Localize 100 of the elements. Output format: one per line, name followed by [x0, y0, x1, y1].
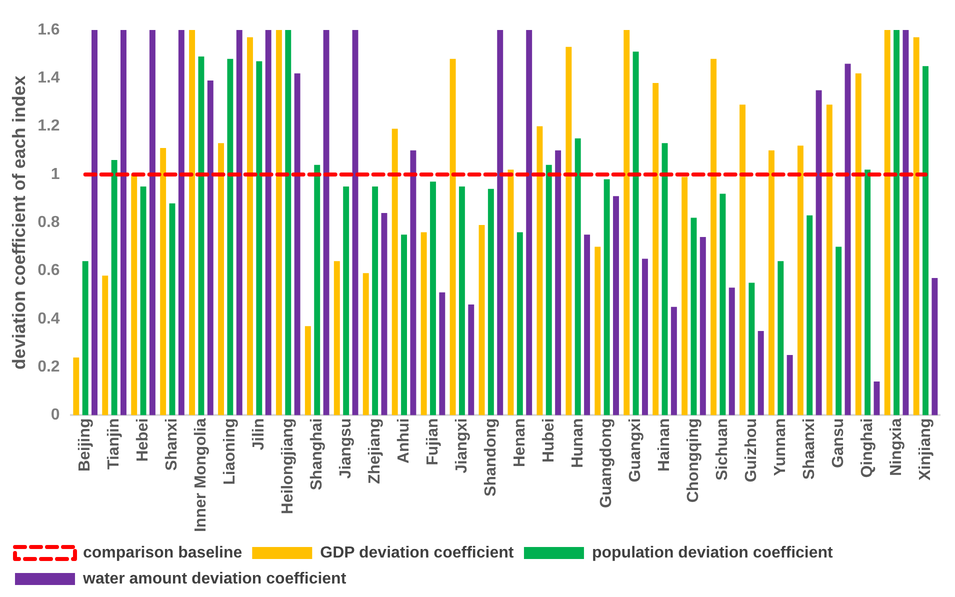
bar: [372, 186, 378, 416]
bar: [149, 30, 156, 416]
bar: [758, 330, 764, 416]
bar: [632, 52, 639, 416]
x-tick-label: Hunan: [569, 418, 586, 468]
bar: [410, 150, 416, 416]
bar: [323, 30, 330, 416]
bar: [642, 258, 648, 416]
bar: [294, 73, 300, 416]
bar: [352, 30, 358, 416]
bar: [334, 261, 340, 416]
bar: [740, 104, 746, 416]
bar: [516, 232, 523, 416]
bar: [682, 176, 688, 416]
bar: [497, 30, 504, 416]
bar: [816, 90, 822, 416]
bar: [874, 382, 880, 416]
bar: [488, 188, 494, 416]
bar: [844, 64, 851, 416]
x-tick-label: Jiangxi: [453, 418, 470, 474]
y-tick-label: 0.6: [38, 262, 60, 280]
bar: [256, 61, 262, 416]
bar: [913, 37, 920, 416]
x-tick-label: Heilongjiang: [280, 418, 297, 514]
x-tick-label: Shandong: [482, 418, 500, 496]
bar: [392, 128, 398, 416]
x-tick-label: Inner Mongolia: [192, 418, 210, 532]
bar: [218, 143, 224, 416]
bar: [401, 234, 407, 416]
bar: [768, 150, 774, 416]
bar: [120, 30, 126, 416]
x-tick-label: Shanxi: [164, 418, 181, 471]
bar: [314, 164, 320, 416]
x-tick-label: Shaanxi: [801, 418, 818, 480]
bar: [652, 82, 659, 416]
x-tick-label: Tianjin: [106, 418, 123, 470]
bar: [555, 150, 562, 416]
bar: [700, 237, 706, 416]
bar: [884, 30, 890, 416]
legend-label: GDP deviation coefficient: [320, 544, 514, 562]
y-tick-label: 0.2: [38, 358, 60, 376]
x-tick-label: Sichuan: [714, 418, 732, 480]
bar: [82, 261, 88, 416]
y-tick-label: 0.4: [38, 310, 60, 328]
x-tick-label: Shanghai: [308, 418, 326, 490]
bar: [922, 66, 928, 416]
x-tick-label: Fujian: [424, 418, 442, 466]
bar: [526, 30, 532, 416]
bar: [710, 58, 717, 416]
bar: [613, 196, 619, 416]
x-tick-label: Gansu: [830, 418, 848, 468]
legend-label: comparison baseline: [83, 544, 242, 562]
bar: [574, 138, 581, 416]
x-tick-label: Beijing: [76, 418, 94, 472]
bar: [343, 186, 350, 416]
bar: [624, 30, 630, 416]
x-tick-label: Ningxia: [888, 418, 905, 476]
bar: [662, 143, 668, 416]
x-tick-label: Guizhou: [743, 418, 760, 482]
x-tick-label: Hubei: [540, 418, 558, 463]
bar: [836, 246, 842, 416]
x-tick-label: Qinghai: [858, 418, 876, 478]
x-tick-label: Zhejiang: [366, 418, 384, 484]
bar: [160, 148, 166, 416]
bar: [362, 273, 369, 416]
bar: [207, 80, 214, 416]
bar: [748, 282, 755, 416]
bar: [894, 30, 900, 416]
x-tick-label: Jilin: [250, 418, 268, 450]
bar: [92, 30, 98, 416]
x-tick-label: Chongqing: [685, 418, 702, 503]
x-tick-label: Xinjiang: [916, 418, 934, 480]
bar: [864, 170, 871, 416]
x-tick-label: Hebei: [134, 418, 152, 462]
bar: [450, 58, 456, 416]
y-tick-label: 0: [50, 406, 60, 424]
bar: [198, 56, 204, 416]
x-tick-label: Guangdong: [598, 418, 616, 508]
x-tick-label: Yunnan: [772, 418, 790, 476]
bar: [902, 30, 909, 416]
bar: [276, 30, 282, 416]
bar: [720, 194, 726, 416]
bar: [478, 225, 485, 416]
bar: [546, 164, 552, 416]
y-tick-label: 0.8: [38, 214, 60, 232]
bar: [247, 37, 253, 416]
bar: [797, 146, 804, 416]
bar: [458, 186, 465, 416]
bar: [189, 30, 196, 416]
bar: [285, 30, 292, 416]
bar: [102, 276, 108, 416]
bar: [227, 58, 234, 416]
bar: [604, 179, 610, 416]
bar: [728, 288, 735, 416]
bar: [786, 355, 793, 416]
y-tick-label: 1.2: [38, 118, 60, 135]
bar: [439, 292, 446, 416]
bar: [381, 212, 388, 416]
y-tick-label: 1: [50, 166, 60, 183]
x-tick-label: Hainan: [656, 418, 674, 472]
